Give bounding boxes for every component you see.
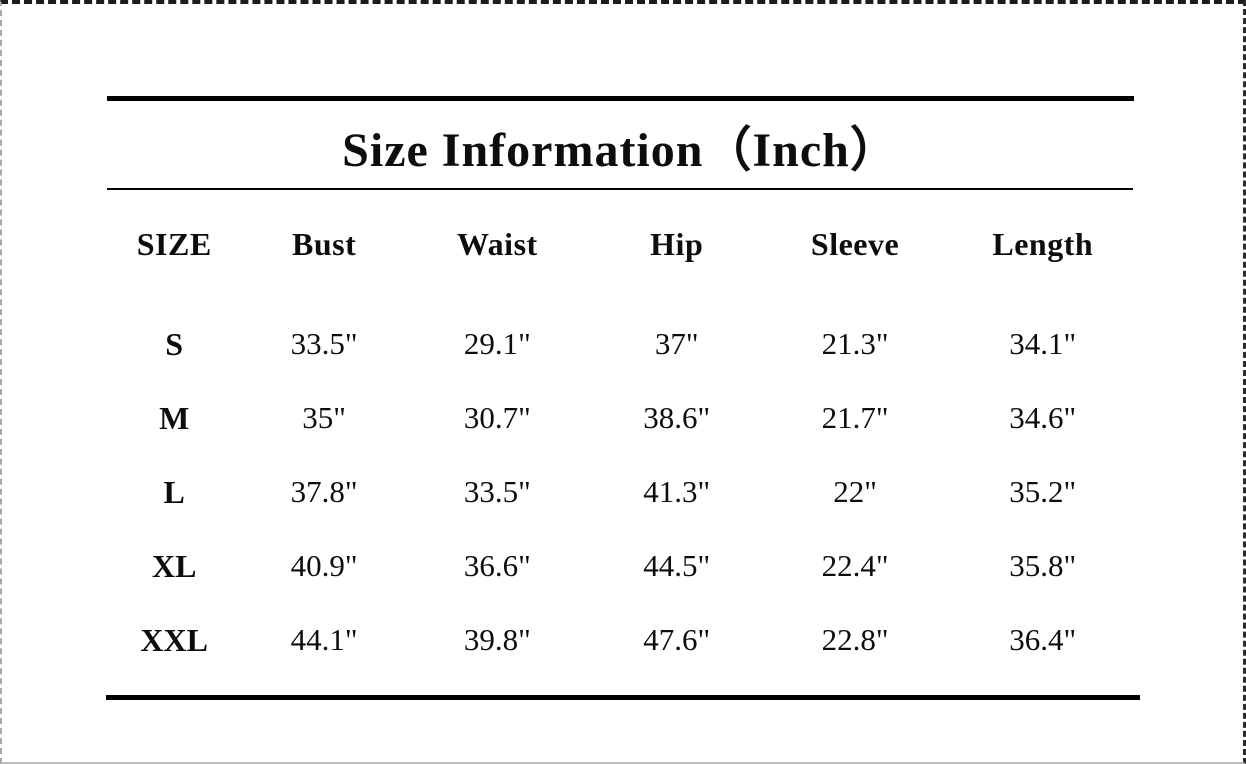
table-row-l: L 37.8" 33.5" 41.3" 22" 35.2" bbox=[107, 455, 1141, 529]
size-label: XL bbox=[151, 547, 197, 584]
title-underline-rule bbox=[107, 188, 1133, 190]
size-label: XXL bbox=[140, 621, 208, 658]
top-rule bbox=[107, 96, 1134, 101]
table-row-m: M 35" 30.7" 38.6" 21.7" 34.6" bbox=[107, 381, 1141, 455]
hip-value: 37" bbox=[654, 326, 699, 361]
size-label: S bbox=[165, 325, 184, 362]
length-value: 34.1" bbox=[1009, 326, 1077, 361]
hip-value: 47.6" bbox=[643, 622, 711, 657]
sleeve-value: 22.8" bbox=[821, 622, 889, 657]
hip-value: 38.6" bbox=[643, 400, 711, 435]
waist-value: 39.8" bbox=[463, 622, 531, 657]
hip-value: 41.3" bbox=[643, 474, 711, 509]
length-value: 35.8" bbox=[1009, 548, 1077, 583]
header-row: SIZE Bust Waist Hip Sleeve Length bbox=[107, 190, 1141, 298]
column-header-hip: Hip bbox=[650, 225, 704, 262]
column-header-bust: Bust bbox=[292, 225, 357, 262]
sleeve-value: 22" bbox=[833, 474, 877, 509]
table-row-xl: XL 40.9" 36.6" 44.5" 22.4" 35.8" bbox=[107, 529, 1141, 603]
waist-value: 33.5" bbox=[463, 474, 531, 509]
spacer-row bbox=[107, 298, 1141, 307]
column-header-waist: Waist bbox=[456, 225, 538, 262]
sleeve-value: 21.7" bbox=[821, 400, 889, 435]
column-header-size: SIZE bbox=[136, 225, 212, 262]
size-label: L bbox=[163, 473, 185, 510]
table-row-xxl: XXL 44.1" 39.8" 47.6" 22.8" 36.4" bbox=[107, 603, 1141, 677]
bust-value: 33.5" bbox=[290, 326, 358, 361]
column-header-sleeve: Sleeve bbox=[810, 225, 900, 262]
hip-value: 44.5" bbox=[643, 548, 711, 583]
bust-value: 44.1" bbox=[290, 622, 358, 657]
waist-value: 30.7" bbox=[463, 400, 531, 435]
sleeve-value: 22.4" bbox=[821, 548, 889, 583]
bust-value: 37.8" bbox=[290, 474, 358, 509]
length-value: 36.4" bbox=[1009, 622, 1077, 657]
length-value: 35.2" bbox=[1009, 474, 1077, 509]
size-table: SIZE Bust Waist Hip Sleeve Length S 33.5… bbox=[107, 190, 1141, 677]
table-row-s: S 33.5" 29.1" 37" 21.3" 34.1" bbox=[107, 307, 1141, 381]
waist-value: 29.1" bbox=[463, 326, 531, 361]
bust-value: 40.9" bbox=[290, 548, 358, 583]
size-label: M bbox=[159, 399, 190, 436]
page-title: Size Information（Inch） bbox=[342, 123, 899, 177]
column-header-length: Length bbox=[992, 225, 1094, 262]
sleeve-value: 21.3" bbox=[821, 326, 889, 361]
length-value: 34.6" bbox=[1009, 400, 1077, 435]
bust-value: 35" bbox=[302, 400, 346, 435]
bottom-rule bbox=[106, 695, 1140, 700]
waist-value: 36.6" bbox=[463, 548, 531, 583]
